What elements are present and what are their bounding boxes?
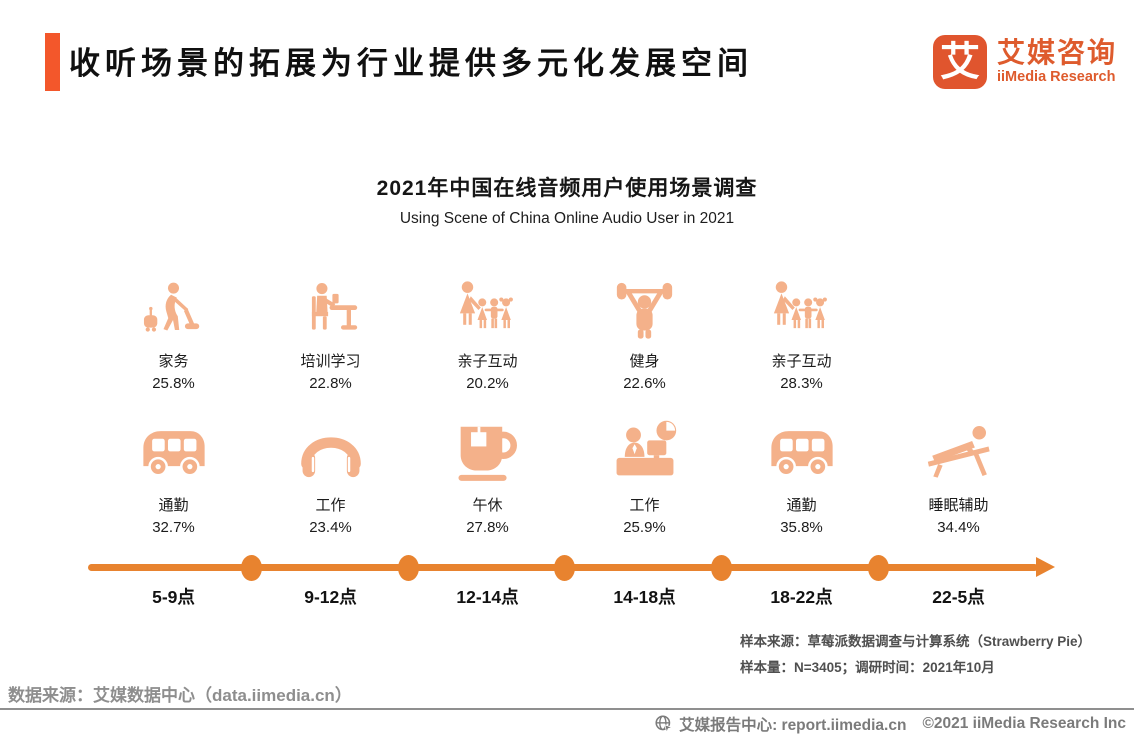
time-slot-label: 12-14点 [456, 587, 519, 607]
title-accent-bar [45, 33, 60, 91]
scene-item: 亲子互动 20.2% [409, 280, 566, 395]
headphones-icon [296, 418, 366, 488]
scene-item: 工作 25.9% [566, 418, 723, 539]
bus-icon [139, 418, 209, 488]
scene-label: 培训学习 [300, 353, 361, 370]
chart-subtitle: Using Scene of China Online Audio User i… [399, 210, 735, 227]
timeline-dot [868, 555, 889, 581]
brand-name-en: iiMedia Research [997, 69, 1116, 85]
scene-row-top: 家务 25.8% 培训学习 22.8% 亲子互动 20.2% 健身 22.6% … [95, 280, 1037, 395]
brand-name-cn: 艾媒咨询 [997, 37, 1118, 68]
sleep-aid-icon [924, 418, 994, 488]
scene-label: 亲子互动 [771, 353, 832, 370]
time-slot-label: 5-9点 [152, 587, 195, 607]
arrow-right-icon [1036, 557, 1055, 577]
page-title: 收听场景的拓展为行业提供多元化发展空间 [69, 46, 753, 81]
sample-size-note: 样本量：N=3405；调研时间：2021年10月 [740, 660, 995, 675]
scene-label: 工作 [629, 497, 660, 514]
scene-value: 28.3% [780, 375, 823, 392]
scene-item: 工作 23.4% [252, 418, 409, 539]
iimedia-logo-icon: 艾 [933, 35, 987, 89]
brand-logo: 艾 艾媒咨询 iiMedia Research [933, 35, 1117, 89]
time-labels: 5-9点 9-12点 12-14点 14-18点 18-22点 22-5点 [95, 584, 1037, 609]
fitness-icon [614, 280, 675, 341]
scene-row-bottom: 通勤 32.7% 工作 23.4% 午休 27.8% 工作 25.9% 通勤 3… [95, 418, 1037, 539]
scene-value: 20.2% [466, 375, 509, 392]
globe-report-icon [655, 715, 674, 734]
housework-icon [143, 280, 204, 341]
scene-value: 22.6% [623, 375, 666, 392]
time-slot-label: 22-5点 [932, 587, 985, 607]
scene-label: 午休 [472, 497, 503, 514]
footer-divider [0, 708, 1134, 710]
scene-item: 睡眠辅助 34.4% [880, 418, 1037, 539]
time-slot-label: 14-18点 [613, 587, 676, 607]
scene-label: 亲子互动 [457, 353, 518, 370]
data-source: 数据来源：艾媒数据中心（data.iimedia.cn） [8, 686, 352, 705]
timeline-axis [88, 552, 1068, 584]
scene-item: 通勤 32.7% [95, 418, 252, 539]
time-slot-label: 18-22点 [770, 587, 833, 607]
study-desk-icon [300, 280, 361, 341]
chart-title: 2021年中国在线音频用户使用场景调查 [376, 177, 758, 200]
scene-item: 午休 27.8% [409, 418, 566, 539]
scene-value: 25.9% [623, 519, 666, 536]
scene-value: 27.8% [466, 519, 509, 536]
scene-value: 22.8% [309, 375, 352, 392]
timeline-dot [241, 555, 262, 581]
sample-source-note: 样本来源：草莓派数据调查与计算系统（Strawberry Pie） [740, 634, 1092, 649]
scene-label: 健身 [629, 353, 660, 370]
scene-label: 家务 [158, 353, 189, 370]
timeline-dot [711, 555, 732, 581]
bus-icon [767, 418, 837, 488]
scene-label: 工作 [315, 497, 346, 514]
scene-item: 亲子互动 28.3% [723, 280, 880, 395]
scene-label: 睡眠辅助 [928, 497, 989, 514]
report-center-text: 艾媒报告中心: report.iimedia.cn [679, 717, 907, 734]
time-slot-label: 9-12点 [304, 587, 357, 607]
scene-value: 25.8% [152, 375, 195, 392]
scene-item: 通勤 35.8% [723, 418, 880, 539]
sample-notes: 样本来源：草莓派数据调查与计算系统（Strawberry Pie） 样本量：N=… [740, 629, 1091, 681]
scene-item-empty [880, 280, 1037, 395]
scene-item: 健身 22.6% [566, 280, 723, 395]
scene-value: 35.8% [780, 519, 823, 536]
scene-item: 家务 25.8% [95, 280, 252, 395]
family-icon [457, 280, 518, 341]
footer-bar: 艾媒报告中心: report.iimedia.cn ©2021 iiMedia … [654, 713, 1126, 735]
scene-value: 34.4% [937, 519, 980, 536]
scene-label: 通勤 [786, 497, 817, 514]
teacup-icon [453, 418, 523, 488]
copyright-text: ©2021 iiMedia Research Inc [922, 715, 1126, 732]
scene-label: 通勤 [158, 497, 189, 514]
timeline-dot [398, 555, 419, 581]
scene-item: 培训学习 22.8% [252, 280, 409, 395]
scene-value: 23.4% [309, 519, 352, 536]
timeline-dot [554, 555, 575, 581]
scene-value: 32.7% [152, 519, 195, 536]
family-icon [771, 280, 832, 341]
desk-work-icon [610, 418, 680, 488]
